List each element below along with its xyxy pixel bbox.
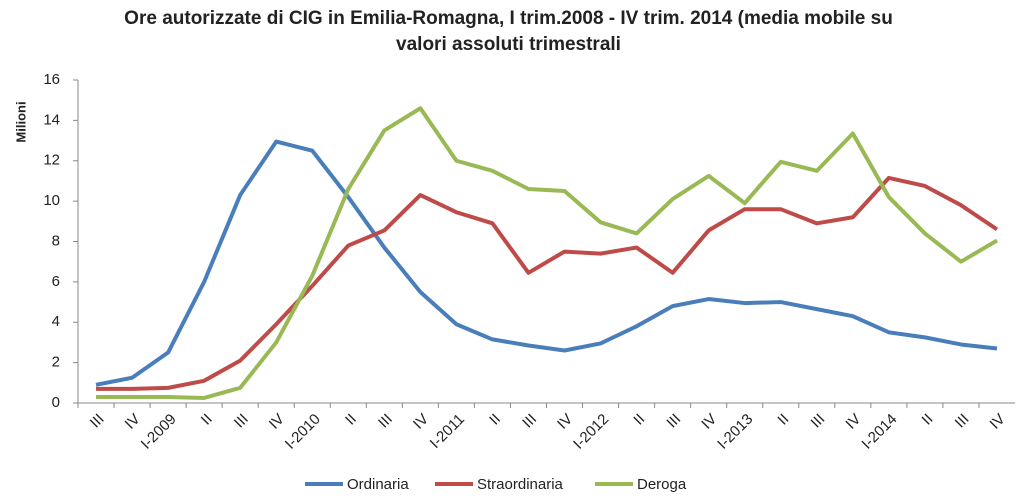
chart-title: Ore autorizzate di CIG in Emilia-Romagna… (124, 8, 893, 55)
y-tick-label: 14 (43, 111, 60, 128)
legend-label: Straordinaria (477, 476, 564, 493)
x-tick-label: III (808, 411, 829, 432)
series-line (95, 139, 998, 387)
x-tick-label: II (774, 411, 792, 429)
x-tick-label: IV (410, 411, 432, 433)
y-tick-label: 0 (52, 394, 60, 411)
y-tick-label: 6 (52, 273, 60, 290)
x-tick-label: I-2011 (427, 411, 468, 452)
series-line (96, 106, 998, 400)
x-tick-label: I-2014 (858, 411, 900, 453)
x-tick-label: II (919, 411, 937, 429)
x-tick-label: I-2012 (570, 411, 612, 453)
x-tick-label: II (630, 411, 648, 429)
x-tick-label: II (486, 411, 504, 429)
x-tick-label: II (342, 411, 360, 429)
legend-label: Ordinaria (347, 476, 409, 493)
x-tick-label: II (198, 411, 216, 429)
x-tick-label: IV (122, 411, 144, 433)
x-tick-label: I-2013 (714, 411, 756, 453)
x-tick-label: III (952, 411, 973, 432)
x-tick-label: IV (698, 411, 720, 433)
x-tick-label: IV (987, 411, 1009, 433)
series-line (96, 175, 999, 391)
x-tick-label: I-2010 (282, 411, 324, 453)
x-tick-label: IV (842, 411, 864, 433)
legend-label: Deroga (637, 476, 687, 493)
x-tick-label: III (87, 411, 108, 432)
y-tick-label: 4 (52, 313, 60, 330)
x-tick-label: III (519, 411, 540, 432)
x-tick-label: IV (266, 411, 288, 433)
x-tick-label: III (231, 411, 252, 432)
x-tick-label: I-2009 (138, 411, 180, 453)
y-tick-label: 12 (43, 152, 60, 169)
y-axis-label: Milioni (13, 101, 28, 142)
y-tick-label: 16 (43, 71, 60, 88)
y-tick-label: 8 (52, 232, 60, 249)
y-tick-label: 2 (52, 354, 60, 371)
x-tick-label: III (663, 411, 684, 432)
x-tick-label: IV (554, 411, 576, 433)
x-tick-label: III (375, 411, 396, 432)
y-tick-label: 10 (43, 192, 60, 209)
